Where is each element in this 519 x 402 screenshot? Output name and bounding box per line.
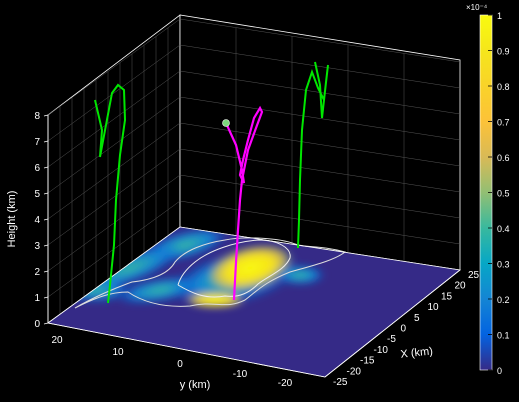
x-tick-label: -10: [233, 369, 248, 380]
z-tick-label: 6: [34, 163, 40, 174]
colorbar-tick-label: 0.4: [497, 224, 510, 234]
x-axis-label: y (km): [180, 379, 211, 391]
colorbar-exponent: ×10⁻⁴: [466, 3, 488, 12]
z-tick: [43, 218, 49, 221]
trajectory-start-marker: [222, 119, 230, 127]
y-tick-label: 5: [414, 313, 420, 324]
x-tick-label: -20: [278, 378, 293, 389]
y-tick-label: 25: [468, 270, 480, 281]
back-wall: [179, 14, 461, 271]
colorbar-tick-label: 0.5: [497, 189, 510, 199]
z-tick-label: 8: [34, 111, 40, 122]
colorbar-tick-label: 0.9: [497, 47, 510, 57]
z-tick: [43, 166, 49, 169]
z-tick-label: 4: [34, 215, 40, 226]
z-tick: [43, 322, 49, 325]
y-tick-label: 0: [401, 324, 407, 335]
colorbar: ×10⁻⁴ 1 0.9 0.8 0.7 0.6 0.5 0.4 0.3 0.2 0.1 0: [466, 3, 510, 376]
colorbar-tick-label: 0.2: [497, 295, 510, 305]
z-axis-label: Height (km): [6, 191, 18, 248]
y-tick-label: 10: [428, 302, 440, 313]
contour-inner: [177, 239, 291, 298]
y-tick-label: -20: [347, 366, 362, 377]
x-tick-label: 20: [51, 335, 63, 346]
z-tick-label: 2: [34, 267, 40, 278]
magenta-trajectory: [224, 105, 264, 301]
green-trajectory-left: [94, 83, 127, 304]
green-trajectory-back: [297, 61, 329, 249]
colorbar-tick-label: 0: [497, 366, 502, 376]
colorbar-tick-label: 0.3: [497, 260, 510, 270]
trajectories: [94, 61, 329, 304]
z-tick-label: 7: [34, 137, 40, 148]
colorbar-tick-label: 0.8: [497, 82, 510, 92]
z-tick: [43, 244, 49, 247]
z-tick-label: 0: [34, 319, 40, 330]
colorbar-tick-label: 0.7: [497, 118, 510, 128]
wall-grid: [47, 18, 461, 315]
z-tick: [43, 192, 49, 195]
colorbar-tick-label: 0.6: [497, 153, 510, 163]
y-tick-label: -5: [387, 334, 396, 345]
y-tick-label: -10: [374, 345, 389, 356]
axes-walls: [47, 14, 461, 324]
y-tick-label: -15: [360, 356, 375, 367]
colorbar-tick-label: 0.1: [497, 331, 510, 341]
z-tick-label: 3: [34, 241, 40, 252]
z-tick: [43, 140, 49, 143]
y-tick-label: 15: [441, 291, 453, 302]
z-tick: [43, 296, 49, 299]
x-tick-label: 0: [177, 359, 183, 370]
y-tick-label: -25: [333, 377, 348, 388]
x-tick-label: 10: [112, 347, 124, 358]
z-tick: [43, 114, 49, 117]
y-axis-label: X (km): [400, 345, 433, 360]
z-tick-label: 5: [34, 189, 40, 200]
z-tick-label: 1: [34, 293, 40, 304]
z-tick: [43, 270, 49, 273]
y-tick-label: 20: [455, 281, 467, 292]
colorbar-tick-label: 1: [497, 11, 502, 21]
x-axis: 20 10 0 -10 -20 y (km): [47, 322, 326, 391]
z-axis: 0 1 2 3 4 5 6 7 8 Height (km): [6, 111, 49, 330]
